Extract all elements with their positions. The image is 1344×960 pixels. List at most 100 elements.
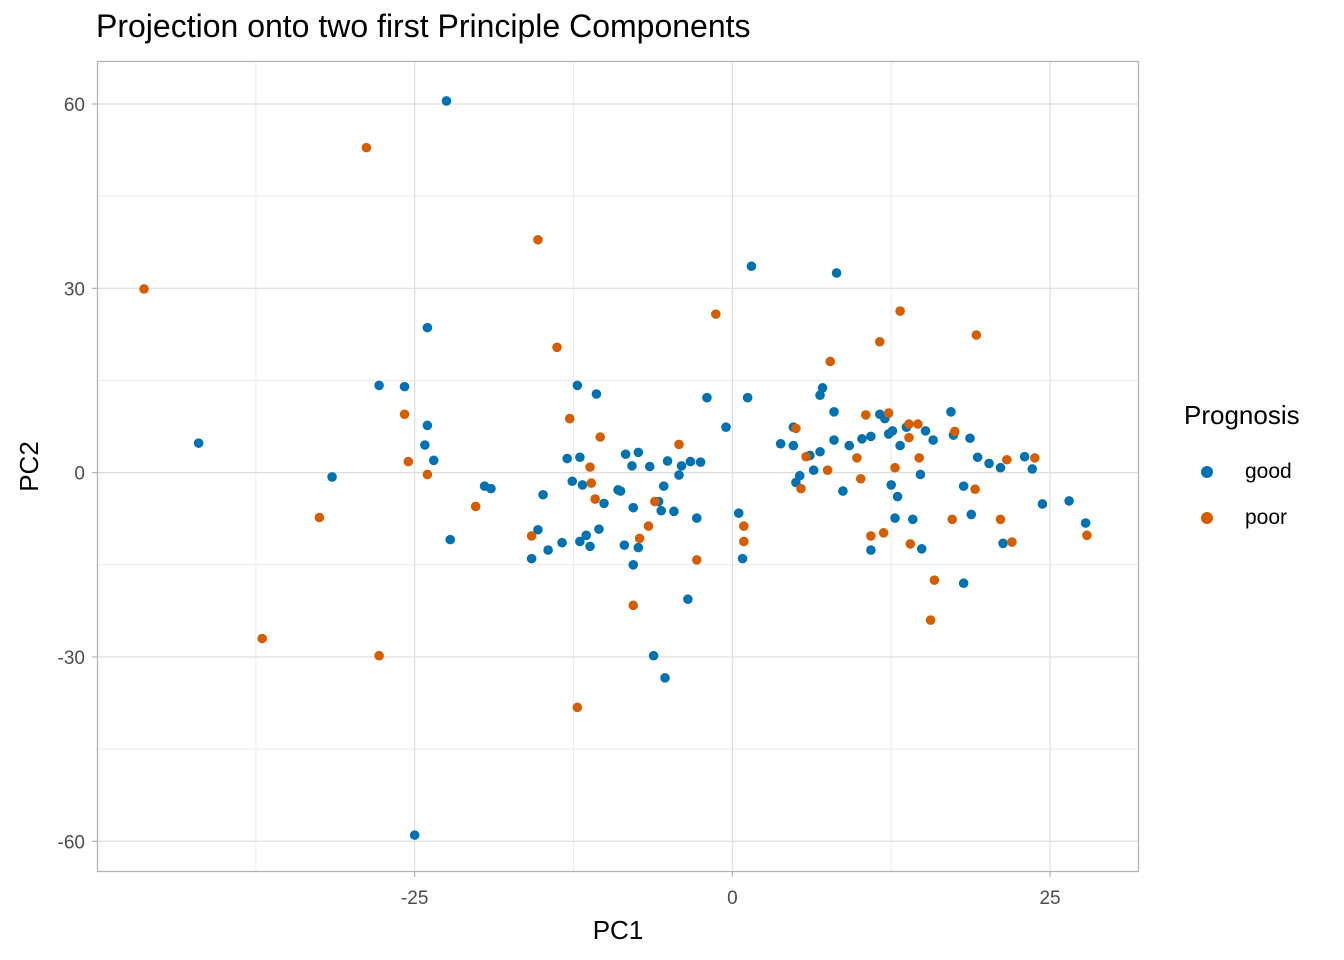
point-poor: [801, 451, 811, 462]
point-poor: [904, 432, 914, 443]
point-good: [908, 514, 918, 525]
point-poor: [825, 356, 836, 367]
point-good: [445, 534, 456, 545]
point-poor: [586, 478, 597, 488]
point-good: [486, 483, 496, 494]
point-poor: [796, 483, 806, 494]
point-good: [815, 446, 825, 457]
point-good: [995, 462, 1006, 473]
point-poor: [674, 439, 684, 450]
point-good: [857, 434, 867, 444]
point-good: [399, 381, 410, 392]
point-poor: [1002, 454, 1012, 465]
point-good: [669, 506, 679, 517]
point-good: [327, 472, 337, 482]
point-good: [829, 407, 839, 417]
point-good: [648, 650, 659, 661]
point-good: [808, 465, 819, 475]
point-poor: [913, 419, 923, 429]
point-poor: [947, 514, 958, 525]
point-poor: [595, 432, 606, 442]
legend-title: Prognosis: [1184, 400, 1300, 430]
y-tick-label: 60: [64, 95, 85, 116]
point-good: [815, 390, 825, 401]
point-poor: [905, 539, 916, 549]
x-axis-title: PC1: [593, 915, 644, 945]
legend-item-poor: poor: [1184, 495, 1300, 541]
point-poor: [139, 284, 149, 294]
point-good: [838, 486, 848, 496]
point-good: [633, 447, 644, 458]
point-good: [428, 455, 439, 466]
point-good: [866, 545, 876, 555]
point-good: [422, 322, 433, 333]
plot-border: [96, 60, 1140, 873]
y-tick-label: -60: [58, 832, 85, 853]
point-good: [575, 536, 585, 547]
point-good: [966, 509, 977, 520]
point-good: [844, 440, 855, 451]
chart-title: Projection onto two first Principle Comp…: [96, 8, 751, 44]
point-poor: [572, 702, 583, 713]
point-good: [374, 380, 384, 391]
point-good: [746, 261, 757, 272]
point-poor: [852, 453, 862, 463]
point-good: [946, 407, 956, 417]
point-good: [581, 530, 592, 541]
point-good: [633, 542, 644, 553]
data-points: [139, 96, 1092, 840]
x-axis-ticks: -25 0 25: [401, 872, 1061, 909]
point-good: [1027, 464, 1038, 474]
point-good: [660, 673, 670, 683]
point-good: [831, 268, 842, 278]
point-poor: [552, 342, 562, 353]
point-poor: [860, 410, 871, 420]
point-poor: [470, 501, 481, 512]
plot-panel: [97, 61, 1139, 872]
point-good: [695, 457, 706, 467]
y-tick-label: 30: [64, 279, 85, 300]
point-good: [620, 449, 631, 460]
point-poor: [533, 234, 543, 245]
point-poor: [929, 575, 940, 585]
point-good: [562, 453, 572, 464]
point-good: [775, 438, 786, 449]
legend-key-good: [1201, 466, 1213, 478]
point-good: [702, 392, 712, 403]
point-poor: [995, 514, 1006, 525]
point-good: [575, 452, 585, 463]
y-axis-ticks: -60 -30 0 30 60: [58, 95, 97, 853]
legend-key-poor: [1201, 512, 1213, 524]
point-good: [628, 560, 639, 570]
point-good: [422, 420, 433, 431]
y-tick-label: 0: [74, 464, 85, 485]
legend-label-good: good: [1245, 460, 1292, 483]
point-good: [619, 540, 630, 550]
point-good: [658, 481, 669, 491]
point-poor: [1082, 530, 1092, 541]
point-good: [920, 426, 931, 436]
point-good: [965, 433, 975, 444]
point-good: [585, 541, 595, 552]
point-good: [737, 553, 748, 564]
point-poor: [874, 336, 885, 347]
legend: Prognosis good poor: [1184, 400, 1300, 541]
point-poor: [564, 413, 575, 424]
point-poor: [904, 419, 914, 429]
point-good: [1080, 518, 1091, 528]
point-good: [890, 513, 900, 523]
point-poor: [257, 633, 267, 644]
point-good: [984, 458, 994, 469]
point-poor: [628, 600, 639, 611]
point-poor: [883, 408, 894, 418]
point-good: [526, 553, 537, 564]
point-poor: [895, 306, 905, 316]
point-good: [538, 489, 548, 500]
point-good: [972, 452, 983, 463]
point-poor: [970, 484, 980, 495]
point-poor: [691, 555, 702, 565]
point-good: [533, 524, 543, 535]
point-good: [644, 461, 655, 472]
point-good: [1019, 451, 1030, 462]
